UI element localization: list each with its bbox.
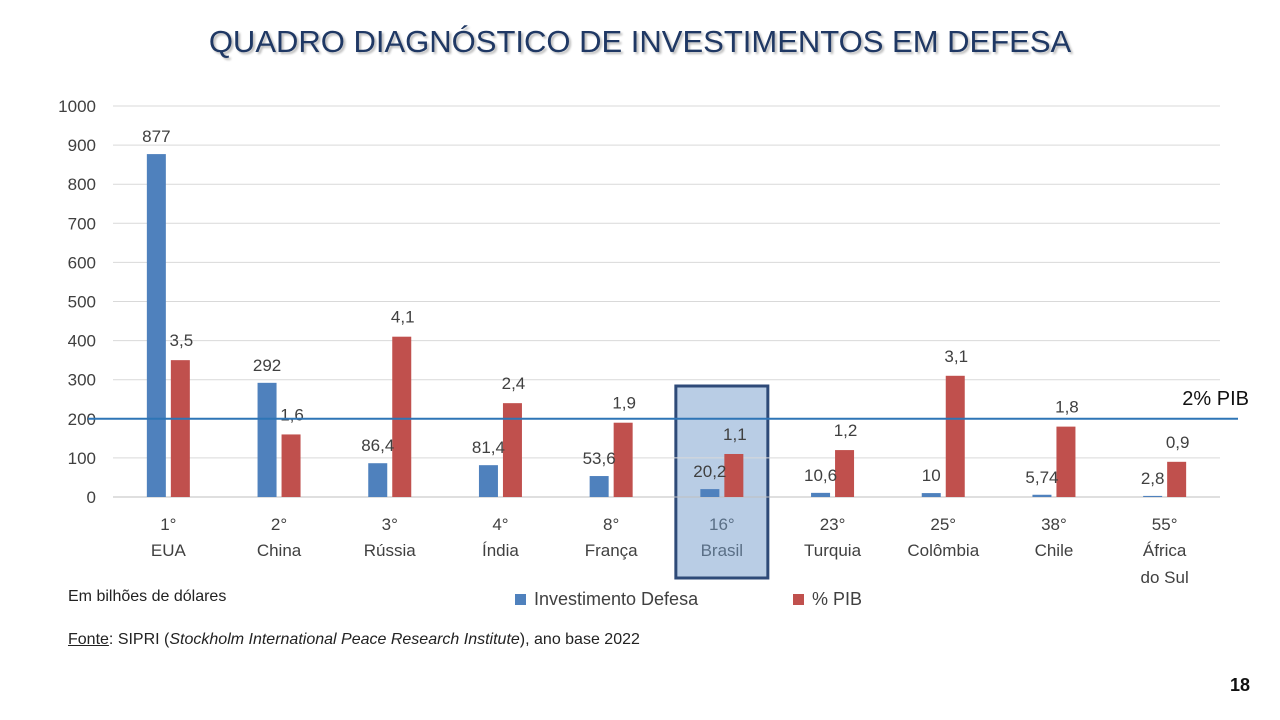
data-label-investimento: 20,2: [693, 462, 726, 481]
x-tick-label: Índia: [482, 541, 519, 560]
x-tick-rank: 16°: [709, 515, 735, 534]
y-tick-label: 500: [68, 293, 96, 312]
x-tick-rank: 4°: [492, 515, 508, 534]
x-tick-label: EUA: [151, 541, 187, 560]
x-tick-label: do Sul: [1141, 568, 1189, 587]
data-label-pib: 1,1: [723, 425, 747, 444]
x-tick-label: França: [585, 541, 638, 560]
data-label-pib: 3,5: [170, 331, 194, 350]
bar-investimento: [478, 465, 498, 497]
source-institute: Stockholm International Peace Research I…: [169, 631, 520, 648]
source-text-before: : SIPRI (: [108, 631, 170, 648]
bar-investimento: [921, 493, 941, 497]
x-tick-rank: 2°: [271, 515, 287, 534]
bar-investimento: [368, 463, 388, 497]
bar-investimento: [1032, 494, 1052, 497]
x-tick-rank: 38°: [1041, 515, 1067, 534]
data-label-investimento: 53,6: [583, 449, 616, 468]
x-tick-label: Turquia: [804, 541, 862, 560]
bar-pib: [1167, 461, 1187, 497]
legend-swatch-investimento: [515, 594, 526, 605]
y-tick-label: 800: [68, 175, 96, 194]
page-title: QUADRO DIAGNÓSTICO DE INVESTIMENTOS EM D…: [208, 24, 1072, 59]
bar-investimento: [589, 476, 609, 497]
data-label-pib: 1,9: [612, 394, 636, 413]
x-tick-rank: 3°: [382, 515, 398, 534]
source-text-after: ), ano base 2022: [519, 631, 640, 648]
data-label-investimento: 10,6: [804, 466, 837, 485]
y-tick-label: 900: [68, 136, 96, 155]
x-tick-label: Chile: [1035, 541, 1074, 560]
bar-pib: [835, 450, 855, 497]
x-tick-label: Rússia: [364, 541, 417, 560]
bar-investimento: [257, 382, 277, 497]
legend-item-investimento: Investimento Defesa: [515, 589, 698, 610]
x-tick-label: Brasil: [701, 541, 744, 560]
x-tick-label: Colômbia: [907, 541, 979, 560]
bar-investimento: [1143, 495, 1163, 497]
data-label-pib: 3,1: [944, 347, 968, 366]
data-label-investimento: 292: [253, 356, 281, 375]
data-label-investimento: 5,74: [1025, 468, 1058, 487]
y-tick-label: 1000: [58, 97, 96, 116]
reference-line-label: 2% PIB: [1182, 388, 1249, 410]
data-label-pib: 1,8: [1055, 398, 1079, 417]
data-label-investimento: 86,4: [361, 436, 394, 455]
bar-pib: [1056, 426, 1076, 497]
data-label-pib: 2,4: [502, 374, 526, 393]
x-tick-label: África: [1143, 541, 1187, 560]
data-label-pib: 1,6: [280, 405, 304, 424]
bar-investimento: [811, 492, 831, 497]
bar-investimento: [146, 154, 166, 497]
source-citation: Fonte: SIPRI (Stockholm International Pe…: [68, 631, 640, 649]
x-tick-rank: 55°: [1152, 515, 1178, 534]
unit-footnote: Em bilhões de dólares: [68, 588, 227, 605]
data-label-pib: 4,1: [391, 308, 415, 327]
data-label-investimento: 81,4: [472, 438, 505, 457]
page-number: 18: [1229, 675, 1250, 695]
y-tick-label: 0: [87, 488, 96, 507]
x-tick-rank: 1°: [160, 515, 176, 534]
x-tick-rank: 23°: [820, 515, 846, 534]
legend-label-investimento: Investimento Defesa: [534, 589, 699, 609]
bar-pib: [170, 360, 190, 497]
bar-pib: [613, 422, 633, 497]
bar-pib: [502, 403, 522, 497]
legend-label-pib: % PIB: [812, 589, 863, 609]
bar-pib: [392, 336, 412, 497]
bar-pib: [724, 453, 744, 497]
legend-swatch-pib: [793, 594, 804, 605]
source-label: Fonte: [68, 631, 109, 648]
y-tick-label: 700: [68, 214, 96, 233]
y-tick-label: 100: [68, 449, 96, 468]
y-tick-label: 200: [68, 410, 96, 429]
x-tick-rank: 25°: [930, 515, 956, 534]
bar-investimento: [700, 489, 720, 497]
legend-item-pib: % PIB: [793, 589, 862, 610]
x-tick-rank: 8°: [603, 515, 619, 534]
bar-pib: [281, 434, 301, 497]
bar-pib: [945, 375, 965, 497]
data-label-pib: 0,9: [1166, 433, 1190, 452]
y-tick-label: 400: [68, 332, 96, 351]
y-tick-label: 300: [68, 371, 96, 390]
x-tick-label: China: [257, 541, 302, 560]
data-label-investimento: 2,8: [1141, 469, 1165, 488]
data-label-pib: 1,2: [834, 421, 858, 440]
data-label-investimento: 877: [142, 127, 170, 146]
y-tick-label: 600: [68, 253, 96, 272]
data-label-investimento: 10: [922, 466, 941, 485]
